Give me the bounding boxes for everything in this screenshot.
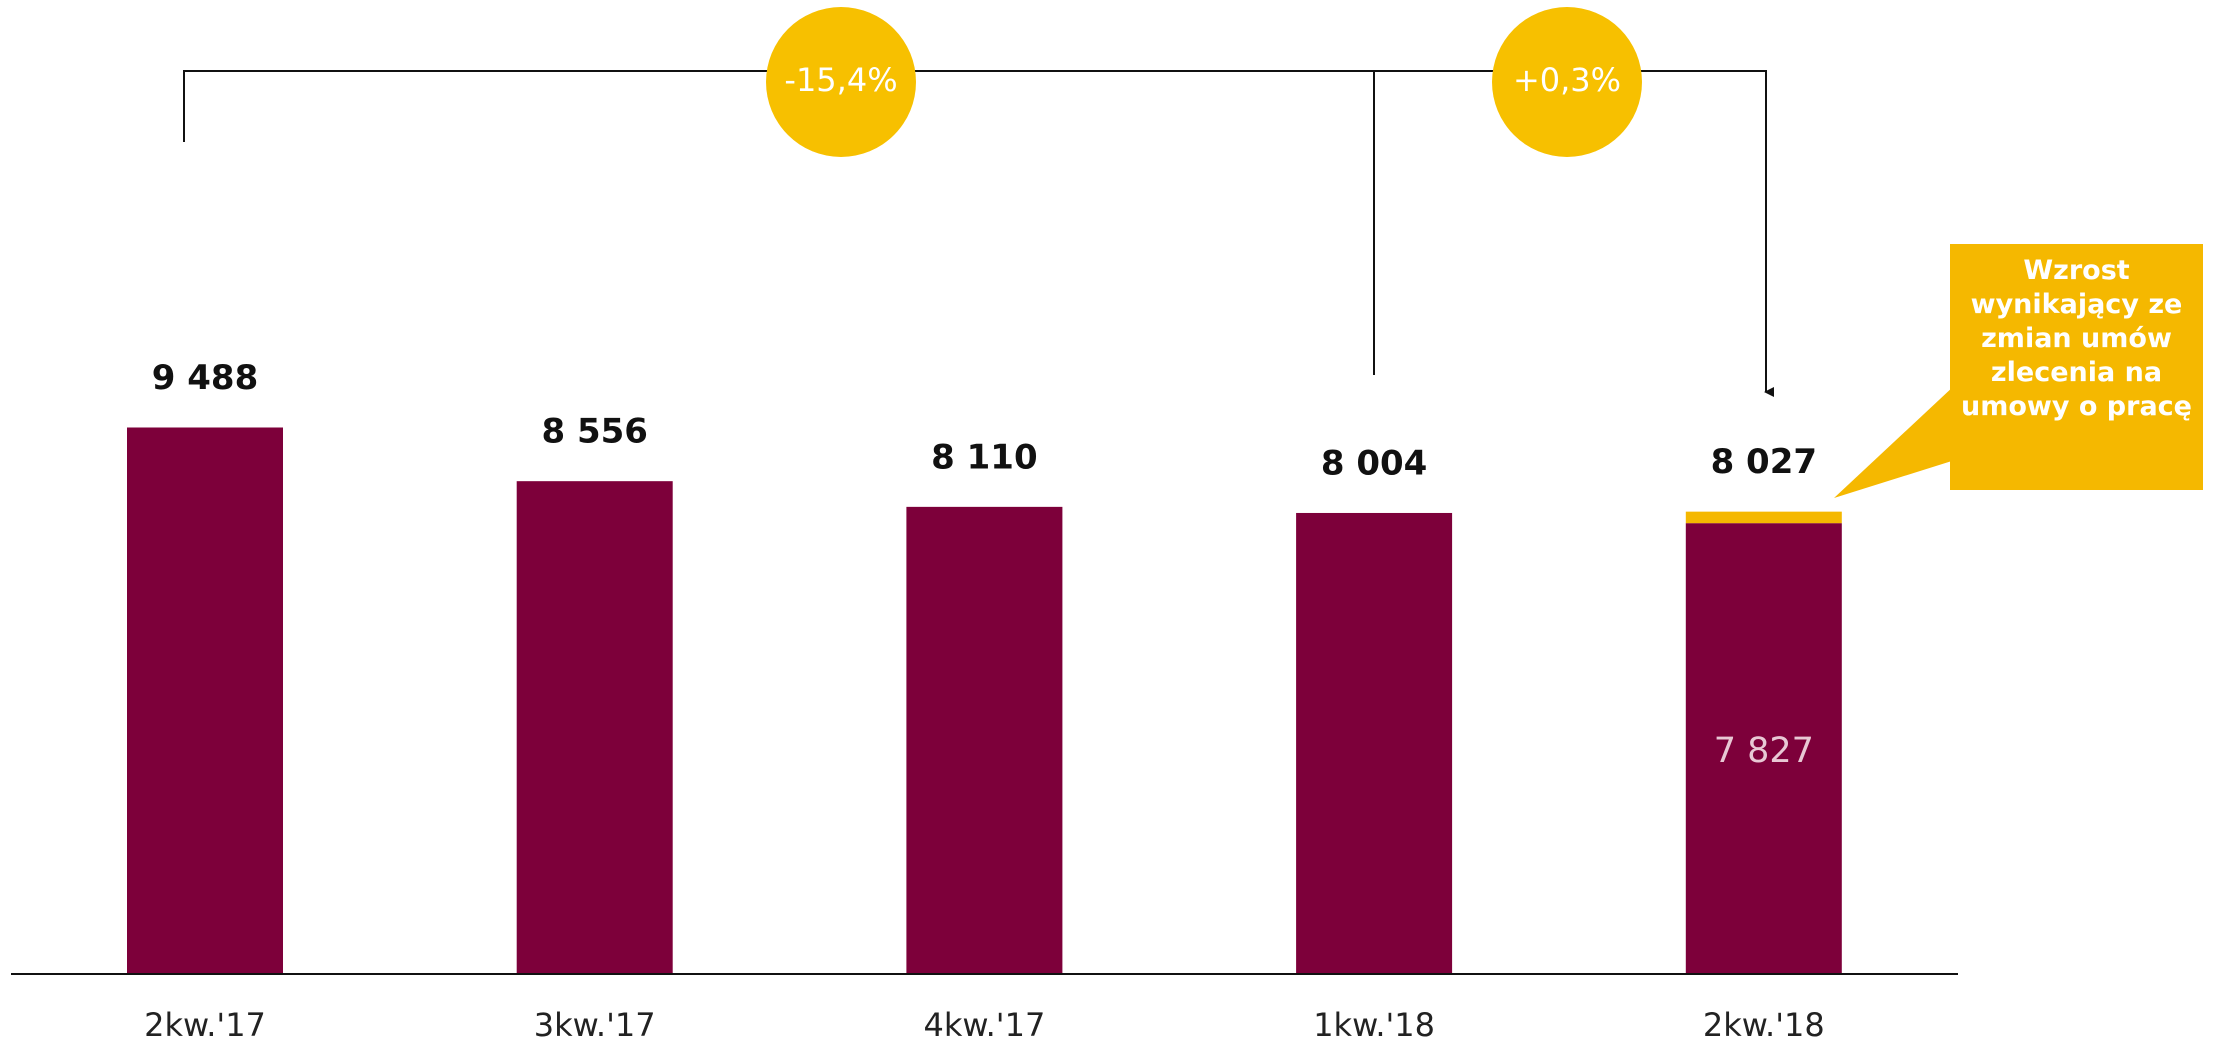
bar-segment <box>1296 513 1452 974</box>
x-tick-label: 3kw.'17 <box>534 1006 656 1044</box>
total-label: 8 556 <box>541 412 647 452</box>
callout: Wzrost wynikający ze zmian umów zlecenia… <box>1950 244 2203 490</box>
bar-segment <box>517 481 673 974</box>
total-label: 8 110 <box>931 437 1037 477</box>
segment-label: 7 827 <box>1714 731 1814 771</box>
total-label: 8 027 <box>1711 442 1817 482</box>
chart: 2kw.'17 9 488 3kw.'17 8 556 4kw.'17 8 110 1kw.… <box>0 0 2220 1050</box>
bar-segment <box>127 427 283 974</box>
callout-pointer <box>1834 385 1955 498</box>
change-label: +0,3% <box>1513 61 1621 99</box>
x-tick-label: 4kw.'17 <box>923 1006 1045 1044</box>
change-label: -15,4% <box>784 61 897 99</box>
page: 2kw.'17 9 488 3kw.'17 8 556 4kw.'17 8 110 1kw.… <box>0 0 2220 1050</box>
x-tick-label: 2kw.'17 <box>144 1006 266 1044</box>
bar-segment <box>1686 512 1842 524</box>
total-label: 9 488 <box>152 358 258 398</box>
total-label: 8 004 <box>1321 443 1427 483</box>
x-tick-label: 1kw.'18 <box>1313 1006 1435 1044</box>
x-tick-label: 2kw.'18 <box>1703 1006 1825 1044</box>
bar-segment <box>906 507 1062 974</box>
